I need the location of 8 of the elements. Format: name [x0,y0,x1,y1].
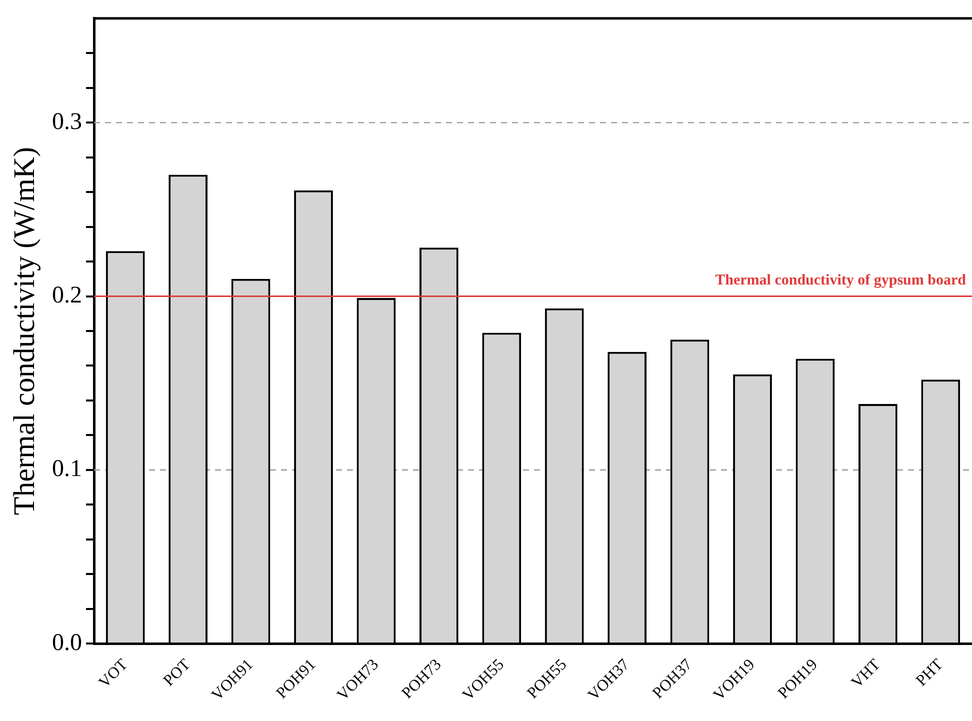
x-tick-label: VOT [96,656,132,692]
x-tick-label: VHT [848,656,884,692]
y-axis-title: Thermal conductivity (W/mK) [8,146,41,516]
y-tick-label: 0.3 [52,108,82,135]
y-tick-label: 0.1 [52,456,82,482]
y-tick-label: 0.2 [52,282,82,309]
y-tick-label: 0.0 [52,630,82,656]
ref-line-label: Thermal conductivity of gypsum board [715,272,967,289]
